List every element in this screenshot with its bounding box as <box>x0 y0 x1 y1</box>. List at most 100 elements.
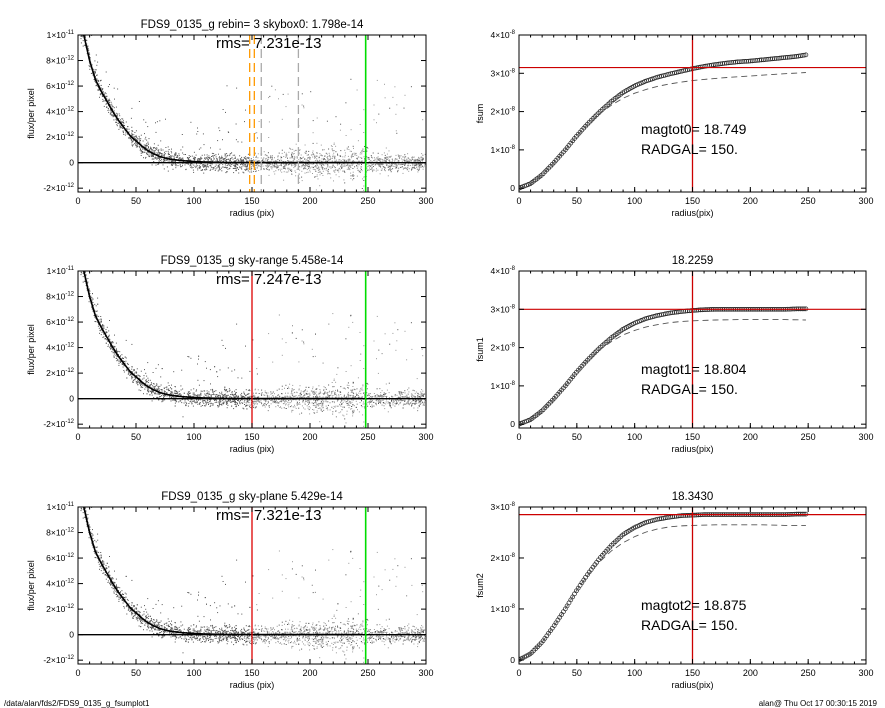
y-tick-label: 6×10-12 <box>46 553 74 563</box>
profile-line <box>83 271 363 400</box>
profile-line <box>83 507 363 636</box>
y-tick-label: 1×10-8 <box>491 604 516 614</box>
y-tick-label: -2×10-12 <box>43 419 74 429</box>
y-axis-label: flux/per pixel <box>26 88 36 139</box>
x-tick-label: 50 <box>572 668 582 678</box>
y-tick-label: -2×10-12 <box>43 655 74 665</box>
y-tick-label: 1×10-8 <box>491 145 516 155</box>
series-dashed-line <box>519 524 806 661</box>
chart-panel-6: 0 50 100 150 200 250 300 0 1×10-8 2×10-8 3×10-8 rad… <box>475 491 874 690</box>
y-axis-label: flux/per pixel <box>26 324 36 375</box>
plot-area <box>519 507 866 664</box>
x-tick-label: 250 <box>801 196 816 206</box>
x-axis-label: radius(pix) <box>671 208 713 218</box>
series-dashed-line <box>519 319 806 425</box>
x-tick-label: 100 <box>627 196 642 206</box>
footer-timestamp: alan@ Thu Oct 17 00:30:15 2019 <box>758 699 877 708</box>
y-tick-label: 2×10-12 <box>46 132 74 142</box>
magnitude-annotation: RADGAL= 150. <box>641 381 738 397</box>
y-tick-label: 4×10-12 <box>46 343 74 353</box>
magnitude-annotation: RADGAL= 150. <box>641 617 738 633</box>
y-tick-label: 0 <box>69 394 74 404</box>
x-axis-label: radius(pix) <box>671 444 713 454</box>
y-tick-label: 8×10-12 <box>46 292 74 302</box>
x-tick-label: 0 <box>75 196 80 206</box>
y-tick-label: 0 <box>510 655 515 665</box>
y-axis-label: flux/per pixel <box>26 560 36 611</box>
x-tick-label: 0 <box>75 668 80 678</box>
y-tick-label: 8×10-12 <box>46 56 74 66</box>
chart-panel-4: 0 50 100 150 200 250 300 0 1×10-8 2×10-8 3×10-8 4×1… <box>475 255 874 454</box>
x-tick-label: 300 <box>418 432 433 442</box>
x-tick-label: 300 <box>858 432 873 442</box>
chart-panel-3: 0 50 100 150 200 250 300-2×10-1202×10-124×10-1… <box>26 255 434 454</box>
chart-title: FDS9_0135_g sky-plane 5.429e-14 <box>161 491 343 503</box>
x-tick-label: 100 <box>627 668 642 678</box>
series-markers <box>519 306 809 427</box>
marker-point <box>801 52 807 58</box>
x-tick-label: 300 <box>858 196 873 206</box>
y-tick-label: 0 <box>69 158 74 168</box>
y-tick-label: 1×10-8 <box>491 381 516 391</box>
y-tick-label: 6×10-12 <box>46 81 74 91</box>
x-tick-label: 150 <box>244 196 259 206</box>
x-tick-label: 100 <box>627 432 642 442</box>
x-axis-label: radius (pix) <box>230 444 275 454</box>
x-tick-label: 250 <box>360 432 375 442</box>
y-tick-label: 4×10-12 <box>46 579 74 589</box>
x-tick-label: 200 <box>743 196 758 206</box>
y-tick-label: 8×10-12 <box>46 528 74 538</box>
y-tick-label: 1×10-11 <box>47 502 75 512</box>
x-tick-label: 50 <box>572 432 582 442</box>
y-tick-label: 1×10-11 <box>47 30 75 40</box>
chart-title: 18.2259 <box>672 255 714 267</box>
chart-title: 18.3430 <box>672 491 714 503</box>
y-axis-label: fsum1 <box>475 337 485 362</box>
magnitude-annotation: magtot2= 18.875 <box>641 597 747 613</box>
chart-title: FDS9_0135_g sky-range 5.458e-14 <box>161 255 344 267</box>
x-tick-label: 150 <box>244 432 259 442</box>
rms-annotation: rms= 7.231e-13 <box>216 35 321 52</box>
plot-area <box>519 35 866 192</box>
x-tick-label: 200 <box>743 668 758 678</box>
x-tick-label: 100 <box>186 668 201 678</box>
y-tick-label: 3×10-8 <box>491 502 516 512</box>
y-tick-label: 2×10-12 <box>46 368 74 378</box>
magnitude-annotation: magtot0= 18.749 <box>641 121 747 137</box>
x-tick-label: 50 <box>572 196 582 206</box>
x-tick-label: 300 <box>858 668 873 678</box>
x-axis-label: radius (pix) <box>230 208 275 218</box>
x-tick-label: 150 <box>685 668 700 678</box>
magnitude-annotation: magtot1= 18.804 <box>641 361 747 377</box>
footer-file-path: /data/alan/fds2/FDS9_0135_g_fsumplot1 <box>4 699 150 708</box>
x-tick-label: 0 <box>516 432 521 442</box>
plot-area <box>78 35 426 192</box>
series-markers <box>519 511 809 663</box>
x-tick-label: 250 <box>801 432 816 442</box>
y-axis-label: fsum <box>475 104 485 124</box>
x-tick-label: 200 <box>743 432 758 442</box>
y-tick-label: 4×10-8 <box>491 30 516 40</box>
x-tick-label: 150 <box>244 668 259 678</box>
x-tick-label: 200 <box>302 668 317 678</box>
series-dashed-line <box>519 72 806 189</box>
x-tick-label: 250 <box>360 196 375 206</box>
x-axis-label: radius (pix) <box>230 680 275 690</box>
x-tick-label: 150 <box>685 196 700 206</box>
y-tick-label: 3×10-8 <box>491 68 516 78</box>
x-tick-label: 300 <box>418 196 433 206</box>
y-tick-label: 0 <box>510 419 515 429</box>
y-tick-label: 2×10-8 <box>491 343 516 353</box>
chart-title: FDS9_0135_g rebin= 3 skybox0: 1.798e-14 <box>141 19 364 31</box>
y-tick-label: 4×10-8 <box>491 266 516 276</box>
x-tick-label: 150 <box>685 432 700 442</box>
x-tick-label: 200 <box>302 196 317 206</box>
y-axis-label: fsum2 <box>475 573 485 598</box>
plot-area <box>78 507 426 664</box>
chart-panel-2: 0 50 100 150 200 250 300 0 1×10-8 2×10-8 3×10-8 4×1… <box>475 30 874 218</box>
x-tick-label: 250 <box>801 668 816 678</box>
x-tick-label: 100 <box>186 432 201 442</box>
y-tick-label: 0 <box>69 630 74 640</box>
x-tick-label: 0 <box>516 196 521 206</box>
